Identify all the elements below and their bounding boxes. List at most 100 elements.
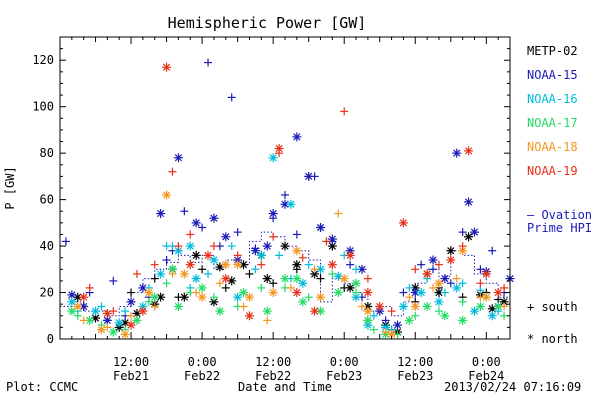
y-axis: 0 20 40 60 80 100 120 — [32, 48, 510, 346]
north-point — [363, 306, 373, 316]
star-bar-d2 — [328, 242, 336, 250]
south-point — [150, 302, 159, 311]
star-bar-d2 — [180, 293, 188, 301]
north-point — [292, 260, 302, 270]
north-point — [327, 260, 337, 270]
south-point — [417, 260, 426, 269]
star-bar-d2 — [139, 307, 147, 315]
south-point — [109, 307, 118, 316]
star-bar-d2 — [441, 312, 449, 320]
north-point — [452, 148, 462, 158]
star-bar-d2 — [459, 247, 467, 255]
star-bar-d2 — [216, 307, 224, 315]
north-point — [179, 292, 189, 302]
star-bar-d2 — [482, 293, 490, 301]
north-point — [221, 260, 231, 270]
north-point — [203, 250, 213, 260]
star-bar-d2 — [435, 288, 443, 297]
legend-entry: NOAA-18 — [527, 140, 578, 154]
star-bar-d2 — [80, 293, 88, 301]
star-bar-d2 — [192, 219, 200, 227]
north-point — [469, 306, 479, 316]
north-point — [67, 306, 77, 316]
south-point — [168, 269, 177, 278]
north-point — [197, 292, 207, 302]
star-bar-d2 — [204, 251, 212, 259]
north-point — [244, 292, 254, 302]
plot-frame — [59, 36, 511, 340]
star-bar-d2 — [192, 251, 200, 259]
south-point — [352, 288, 361, 297]
south-point — [121, 307, 130, 316]
south-point — [292, 230, 301, 239]
legend-entry: METP-02 — [527, 44, 578, 58]
south-point — [168, 167, 177, 176]
south-point — [132, 269, 141, 278]
north-point — [191, 250, 201, 260]
star-bar-d2 — [310, 270, 319, 278]
ovation-hpi-line — [60, 231, 511, 317]
north-point — [375, 301, 385, 311]
star-bar-d2 — [464, 198, 473, 206]
north-point — [262, 306, 272, 316]
south-point — [357, 302, 366, 311]
north-point — [268, 288, 278, 298]
star-bar-d2 — [464, 233, 473, 241]
north-point — [256, 250, 266, 260]
south-point — [239, 302, 248, 311]
north-point — [268, 153, 278, 163]
star-bar-d2 — [251, 247, 260, 255]
south-point — [257, 260, 266, 269]
south-point — [405, 293, 414, 302]
north-point — [179, 269, 189, 279]
north-point — [221, 232, 231, 242]
star-bar-d2 — [263, 242, 271, 250]
north-point — [469, 227, 479, 237]
legend-entry: NOAA-17 — [527, 116, 578, 130]
north-point — [173, 153, 183, 163]
north-point — [239, 288, 249, 298]
star-bar-d2 — [352, 279, 360, 287]
star-bar-d2 — [488, 312, 496, 320]
north-point — [410, 301, 420, 311]
north-point — [191, 274, 201, 284]
north-point — [73, 301, 83, 311]
star-bar-d2 — [429, 256, 437, 264]
star-bar-d2 — [192, 274, 200, 283]
south-point — [411, 311, 420, 320]
north-point — [215, 306, 225, 316]
star-bar-d2 — [281, 200, 289, 208]
south-point — [458, 242, 467, 251]
star-bar-d2 — [245, 312, 254, 320]
star-bar-d2 — [364, 307, 372, 315]
star-bar-d2 — [80, 302, 88, 311]
north-point — [138, 306, 148, 316]
legend-entry: NOAA-15 — [527, 68, 578, 82]
south-point — [500, 311, 509, 320]
star-bar-d2 — [411, 302, 419, 311]
x-tick-date-label: Feb23 — [326, 369, 362, 383]
star-bar-d2 — [305, 172, 313, 181]
north-point — [209, 255, 219, 265]
south-point — [488, 246, 497, 255]
plot-credit: Plot: CCMC — [6, 380, 78, 394]
star-bar-d2 — [145, 288, 153, 297]
south-point — [215, 279, 224, 288]
north-point — [292, 274, 302, 284]
south-point — [162, 256, 171, 265]
star-bar-d2 — [174, 302, 183, 311]
star-bar-d2 — [500, 298, 508, 306]
star-bar-d2 — [453, 284, 461, 292]
north-point — [481, 269, 491, 279]
south-point — [363, 274, 372, 283]
south-point — [257, 283, 266, 292]
star-bar-d2 — [293, 288, 301, 297]
south-point — [227, 93, 236, 102]
star-bar-d2 — [494, 302, 502, 311]
legend: METP-02 NOAA-15 NOAA-16 NOAA-17 NOAA-18 NOAA-… — [527, 44, 578, 178]
north-point — [422, 301, 432, 311]
north-point — [286, 199, 296, 209]
south-point — [227, 242, 236, 251]
star-bar-d2 — [133, 316, 141, 325]
